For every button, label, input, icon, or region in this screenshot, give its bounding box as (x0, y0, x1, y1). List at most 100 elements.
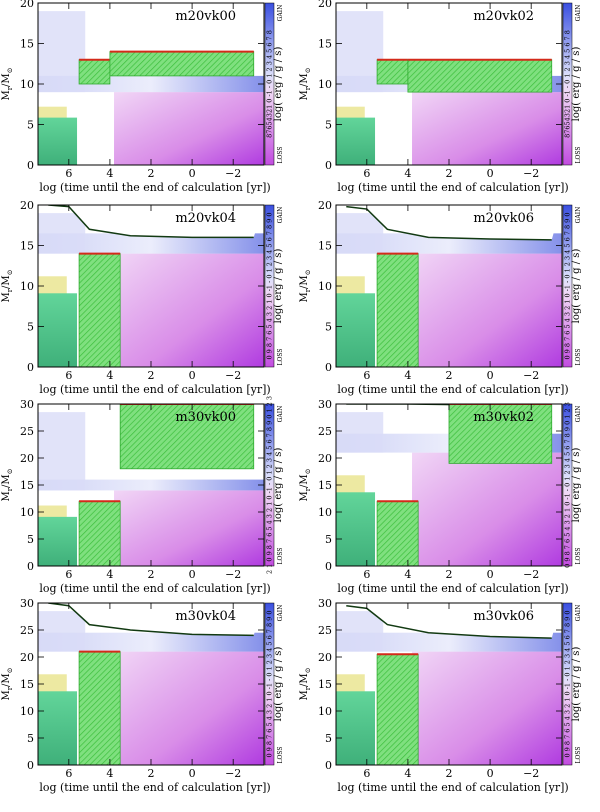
colorbar-ticks: 87654321 0 -1 - 0 1 2 3 4 5 6 7 8 (266, 30, 274, 138)
heatmap-area (38, 603, 264, 765)
y-tick-label: 15 (318, 38, 332, 51)
y-tick-label: 10 (20, 280, 34, 293)
x-tick-label: 0 (487, 369, 494, 382)
x-tick-label: 0 (189, 767, 196, 780)
x-axis-label: log (time until the end of calculation [… (337, 181, 568, 194)
early-gain (336, 213, 384, 254)
colorbar-ticks: 0 9 8 7 6 5 4 3 2 1 0 -1 - 0 1 2 3 4 5 6… (564, 402, 572, 568)
colorbar-gain: GAIN (575, 406, 582, 423)
colorbar-label: log( erg / g / s) (571, 47, 582, 122)
colorbar-label: log( erg / g / s) (571, 249, 582, 324)
y-tick-label: 0 (325, 361, 332, 374)
y-tick-label: 15 (20, 479, 34, 492)
y-axis-label-part: /M (299, 73, 310, 87)
y-axis-label-part: ⊙ (304, 269, 312, 275)
above-surface (48, 205, 264, 238)
x-axis-label: log (time until the end of calculation [… (39, 582, 270, 595)
colorbar-ticks: 0 9 8 7 6 5 4 3 2 1 0 -1 - 0 1 2 3 4 5 6… (266, 212, 274, 359)
colorbar-loss: LOSS (277, 746, 284, 763)
colorbar (562, 204, 573, 368)
convective-zone (407, 59, 553, 93)
surface-line (346, 205, 552, 241)
x-tick-label: 4 (404, 568, 411, 581)
y-axis-label-part: /M (1, 673, 12, 687)
x-tick-label: 2 (148, 568, 155, 581)
loss-region (412, 253, 562, 367)
heatmap-area (38, 205, 264, 367)
y-tick-label: 20 (318, 452, 332, 465)
gain-region (38, 233, 264, 254)
y-tick-label: 10 (318, 280, 332, 293)
core-green (336, 117, 376, 165)
panel-title: m20vk04 (175, 211, 236, 226)
y-tick-label: 10 (20, 78, 34, 91)
x-tick-label: 0 (189, 568, 196, 581)
y-axis-label-part: M (1, 90, 12, 100)
panel-title: m20vk00 (175, 9, 236, 24)
y-axis-label-part: r (6, 86, 14, 90)
above-surface (48, 603, 264, 636)
loss-region (114, 253, 264, 367)
heatmap-area (38, 3, 264, 165)
y-axis-label: Mr/M⊙ (1, 67, 14, 100)
convective-zone (109, 51, 255, 77)
x-tick-label: −2 (523, 369, 539, 382)
y-axis-label-part: ⊙ (6, 269, 14, 275)
y-axis-label-part: r (6, 288, 14, 292)
y-axis-label-part: ⊙ (304, 667, 312, 673)
x-tick-label: 0 (189, 369, 196, 382)
x-tick-label: 0 (189, 167, 196, 180)
x-axis-label: log (time until the end of calculation [… (39, 383, 270, 396)
surface-line (48, 205, 254, 239)
x-tick-label: 4 (106, 568, 113, 581)
y-axis-label-part: r (6, 686, 14, 690)
early-gain (336, 11, 384, 93)
x-tick-label: 4 (404, 369, 411, 382)
colorbar-label: log( erg / g / s) (273, 249, 284, 324)
y-tick-label: 10 (318, 506, 332, 519)
convective-zone (119, 404, 255, 470)
core-green (38, 516, 78, 566)
y-tick-label: 30 (318, 597, 332, 610)
y-tick-label: 30 (20, 597, 34, 610)
y-tick-label: 20 (20, 199, 34, 212)
colorbar-gain: GAIN (277, 207, 284, 224)
x-tick-label: 2 (446, 167, 453, 180)
core-green (38, 117, 78, 165)
y-axis-label-part: M (299, 690, 310, 700)
colorbar (264, 204, 275, 368)
y-tick-label: 0 (325, 159, 332, 172)
colorbar-label: log( erg / g / s) (273, 448, 284, 523)
y-axis-label-part: M (1, 292, 12, 302)
y-tick-label: 10 (318, 78, 332, 91)
panel-title: m20vk02 (473, 9, 534, 24)
y-tick-label: 15 (318, 479, 332, 492)
colorbar-gain: GAIN (575, 207, 582, 224)
panel-title: m30vk02 (473, 410, 534, 425)
surface-line (48, 603, 254, 637)
y-tick-label: 10 (20, 705, 34, 718)
colorbar-loss: LOSS (277, 146, 284, 163)
y-axis-label-part: ⊙ (6, 667, 14, 673)
x-tick-label: −2 (225, 369, 241, 382)
early-gain (38, 11, 86, 93)
x-tick-label: 2 (148, 369, 155, 382)
colorbar-ticks: 0 9 8 7 6 5 4 3 2 1 0 -1 - 0 1 2 3 4 5 6… (564, 212, 572, 359)
x-axis-label: log (time until the end of calculation [… (337, 582, 568, 595)
y-axis-label-part: M (299, 90, 310, 100)
y-tick-label: 0 (27, 159, 34, 172)
convective-zone (78, 500, 121, 566)
y-tick-label: 5 (27, 119, 34, 132)
y-tick-label: 15 (20, 678, 34, 691)
colorbar-ticks: 87654321 0 -1 - 0 1 2 3 4 5 6 7 8 (564, 30, 572, 138)
y-tick-label: 10 (20, 506, 34, 519)
colorbar-ticks: 0 9 8 7 6 5 4 3 2 1 0 -1 - 0 1 2 3 4 5 6… (266, 610, 274, 757)
y-axis-label-part: r (6, 487, 14, 491)
x-tick-label: 2 (446, 369, 453, 382)
x-tick-label: 6 (65, 167, 72, 180)
colorbar-ticks: 2 1 0 9 8 7 6 5 4 3 2 1 0 -1 - 0 1 2 3 4… (266, 396, 274, 574)
